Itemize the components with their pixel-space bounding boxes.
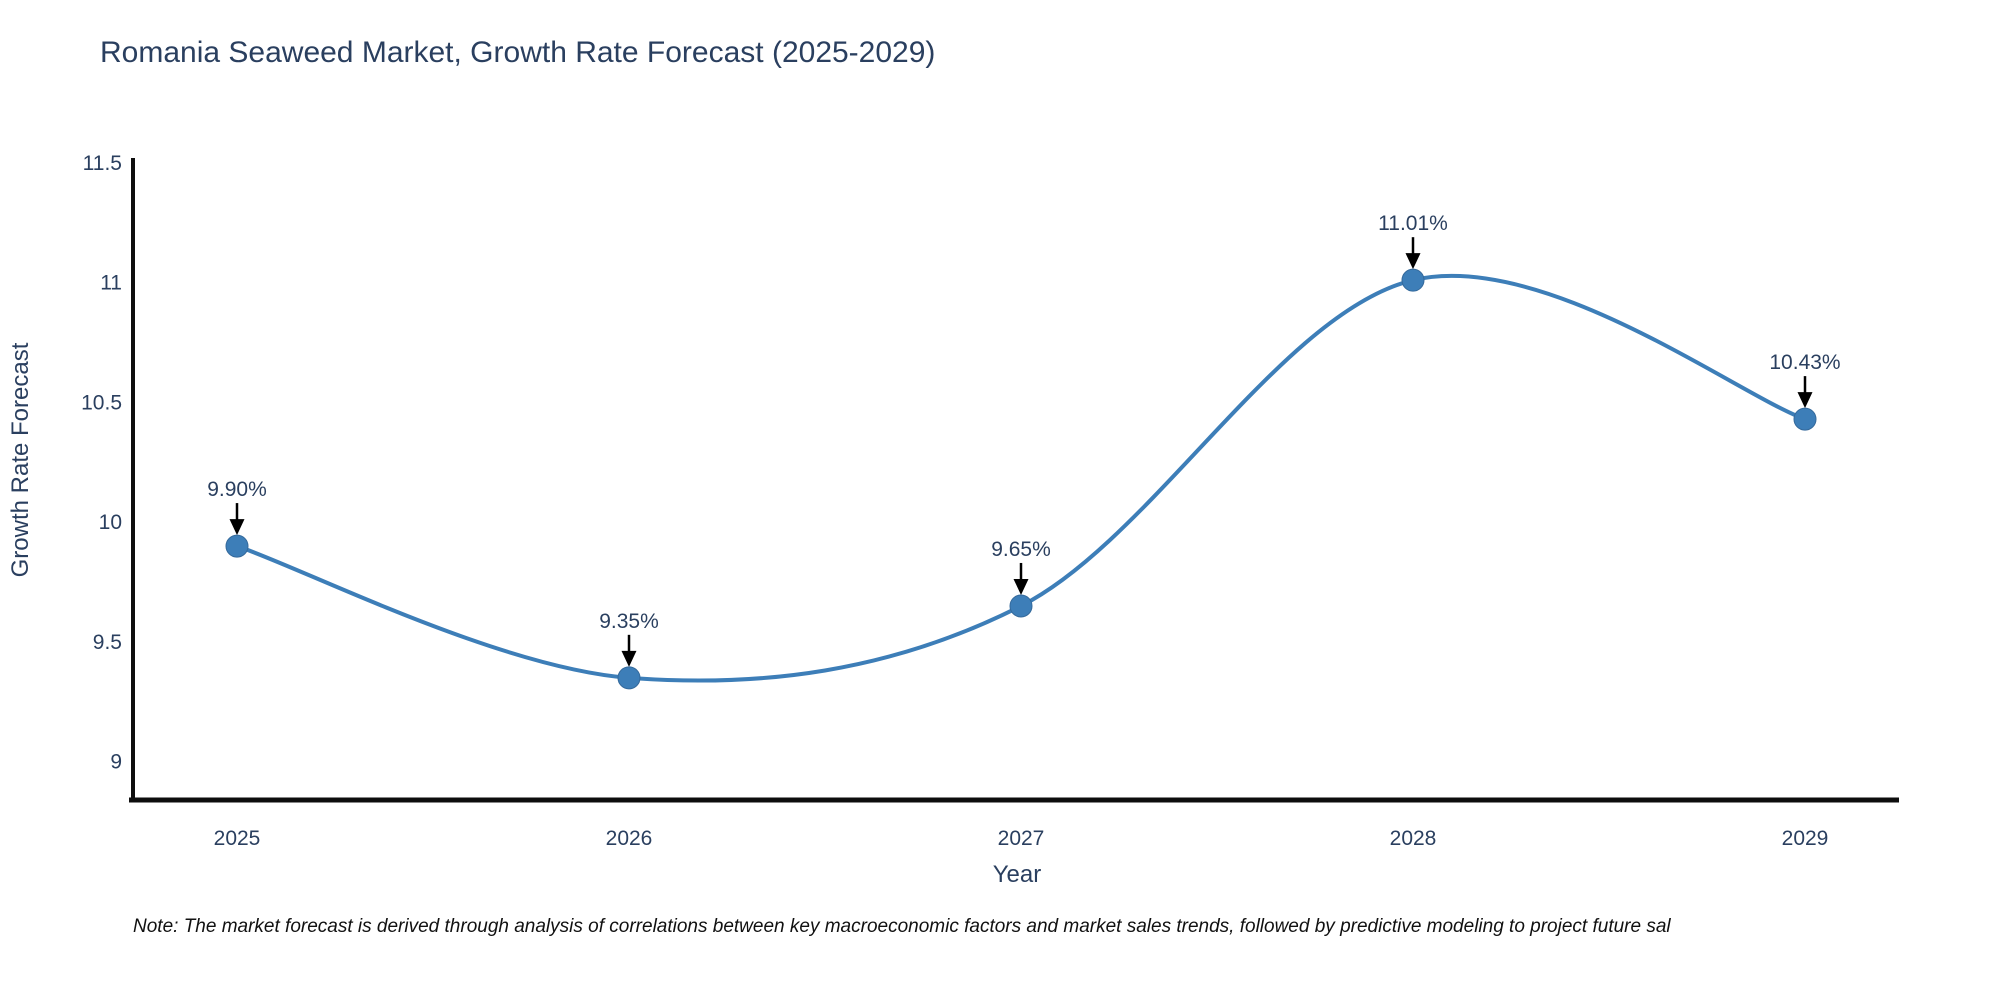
x-tick-label: 2026	[606, 827, 653, 850]
point-value-label: 9.35%	[599, 610, 659, 633]
x-axis-title: Year	[993, 861, 1042, 888]
y-tick-label: 10	[99, 511, 122, 534]
y-tick-label: 11.5	[83, 152, 122, 175]
data-point-marker[interactable]	[1401, 268, 1425, 292]
forecast-line	[236, 273, 1806, 683]
x-tick-label: 2028	[1390, 827, 1437, 850]
annotation-arrow-head	[621, 650, 637, 667]
annotation-arrow-head	[1797, 392, 1813, 409]
annotation-arrow-head	[229, 519, 245, 536]
y-tick-label: 10.5	[81, 391, 122, 414]
y-tick-label: 11	[100, 272, 122, 295]
y-axis-title: Growth Rate Forecast	[7, 342, 34, 577]
point-value-label: 9.90%	[207, 478, 267, 501]
point-value-label: 11.01%	[1378, 212, 1448, 235]
annotation-arrow-head	[1405, 253, 1421, 270]
x-tick-label: 2027	[998, 827, 1045, 850]
footnote: Note: The market forecast is derived thr…	[133, 916, 1671, 937]
data-point-marker[interactable]	[1793, 407, 1817, 431]
chart-title: Romania Seaweed Market, Growth Rate Fore…	[100, 36, 936, 69]
y-tick-label: 9	[110, 751, 122, 774]
annotation-arrow-head	[1013, 578, 1029, 595]
point-value-label: 10.43%	[1769, 351, 1840, 374]
x-tick-label: 2025	[214, 827, 261, 850]
x-tick-label: 2029	[1782, 827, 1829, 850]
point-value-label: 9.65%	[991, 538, 1051, 561]
y-tick-label: 9.5	[93, 631, 122, 654]
data-point-marker[interactable]	[617, 666, 641, 690]
data-point-marker[interactable]	[1009, 594, 1033, 618]
data-point-marker[interactable]	[225, 534, 249, 558]
